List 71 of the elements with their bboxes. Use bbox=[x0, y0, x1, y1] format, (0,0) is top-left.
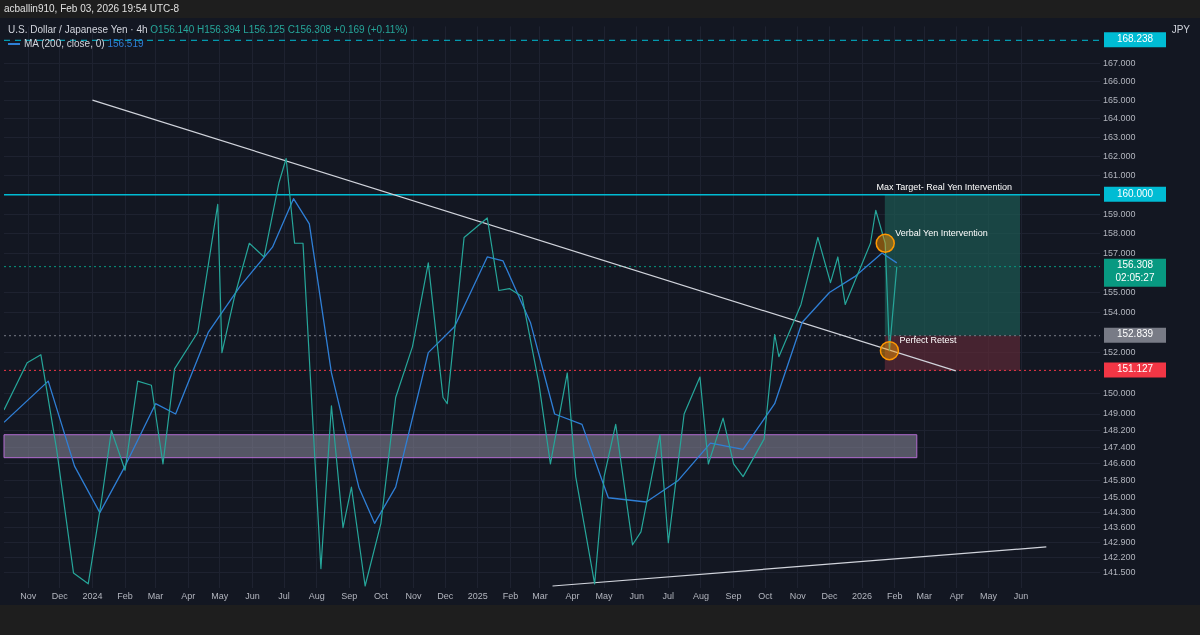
annotation: Verbal Yen Intervention bbox=[895, 227, 988, 238]
y-tick-label: 146.600 bbox=[1103, 458, 1136, 469]
y-tick-label: 164.000 bbox=[1103, 113, 1136, 124]
y-tick-label: 158.000 bbox=[1103, 228, 1136, 238]
y-tick-label: 152.000 bbox=[1103, 347, 1136, 358]
x-tick-label: May bbox=[211, 591, 229, 602]
y-tick-label: 154.000 bbox=[1103, 306, 1136, 317]
y-tick-label: 141.500 bbox=[1103, 567, 1136, 578]
x-tick-label: Aug bbox=[692, 591, 709, 602]
x-tick-label: Oct bbox=[758, 591, 773, 602]
text: acballin910, Feb 03, 2026 19:54 UTC-8 bbox=[0, 0, 1200, 18]
chart-title: U.S. Dollar / Japanese Yen · 4h bbox=[8, 24, 148, 35]
y-tick-label: 148.200 bbox=[1103, 425, 1136, 436]
x-tick-label: Sep bbox=[341, 591, 358, 602]
x-tick-label: Apr bbox=[949, 591, 964, 602]
x-tick-label: Apr bbox=[565, 591, 580, 602]
ref-line-label: 156.308 02:05:27 bbox=[1115, 259, 1155, 284]
x-tick-label: Dec bbox=[51, 591, 69, 602]
x-tick-label: Dec bbox=[437, 591, 454, 602]
x-tick-label: Feb bbox=[117, 591, 133, 602]
y-tick-label: 145.000 bbox=[1103, 492, 1136, 503]
x-tick-label: 2026 bbox=[852, 591, 873, 602]
x-tick-label: May bbox=[595, 591, 614, 602]
annotation: 156.519 bbox=[107, 38, 144, 49]
text: JPY bbox=[1171, 24, 1190, 35]
y-tick-label: 159.000 bbox=[1103, 208, 1136, 219]
ref-line-label: 168.238 bbox=[1116, 33, 1154, 45]
ref-line-label: 151.127 bbox=[1116, 363, 1154, 375]
x-tick-label: Mar bbox=[532, 591, 548, 602]
y-tick-label: 150.000 bbox=[1103, 387, 1136, 398]
x-tick-label: Nov bbox=[405, 591, 423, 602]
y-tick-label: 145.800 bbox=[1103, 475, 1136, 486]
x-tick-label: Jun bbox=[1013, 591, 1029, 602]
chart-subtitle: O156.140 H156.394 L156.125 C156.308 +0.169 (+0.11%) bbox=[150, 24, 408, 35]
y-tick-label: 149.000 bbox=[1103, 408, 1136, 419]
x-tick-label: Oct bbox=[373, 591, 389, 602]
y-tick-label: 142.200 bbox=[1103, 552, 1136, 563]
y-tick-label: 143.600 bbox=[1103, 522, 1136, 533]
x-tick-label: Mar bbox=[916, 591, 932, 602]
x-tick-label: Apr bbox=[181, 591, 196, 602]
x-tick-label: Nov bbox=[20, 591, 37, 602]
x-tick-label: Mar bbox=[147, 591, 164, 602]
x-tick-label: Nov bbox=[789, 591, 807, 602]
x-tick-label: Sep bbox=[725, 591, 742, 602]
x-tick-label: Jul bbox=[278, 591, 290, 602]
annotation: Perfect Retest bbox=[899, 335, 957, 346]
y-tick-label: 161.000 bbox=[1103, 170, 1136, 181]
x-tick-label: 2025 bbox=[467, 591, 488, 602]
ref-line-label: 152.839 bbox=[1116, 328, 1154, 340]
y-tick-label: 155.000 bbox=[1103, 287, 1136, 297]
y-tick-label: 162.000 bbox=[1103, 151, 1136, 162]
x-tick-label: 2024 bbox=[82, 591, 103, 602]
x-tick-label: Feb bbox=[502, 591, 519, 602]
y-tick-label: 163.000 bbox=[1103, 132, 1136, 143]
y-tick-label: 166.000 bbox=[1103, 76, 1136, 86]
y-tick-label: 165.000 bbox=[1103, 94, 1136, 105]
legend-label: MA (200, close, 0) bbox=[24, 38, 105, 49]
x-tick-label: Jul bbox=[662, 591, 675, 602]
x-tick-label: Feb bbox=[886, 591, 903, 602]
y-tick-label: 144.300 bbox=[1103, 507, 1136, 518]
x-tick-label: Jun bbox=[629, 591, 645, 602]
x-tick-label: Jun bbox=[245, 591, 260, 602]
y-tick-label: 142.900 bbox=[1103, 537, 1136, 548]
ref-line-label: 160.000 bbox=[1116, 187, 1154, 199]
y-tick-label: 167.000 bbox=[1103, 57, 1136, 68]
y-tick-label: 157.000 bbox=[1103, 247, 1136, 258]
x-tick-label: May bbox=[979, 591, 998, 602]
annotation: Max Target- Real Yen Intervention bbox=[876, 181, 1012, 192]
y-tick-label: 147.400 bbox=[1103, 441, 1136, 452]
x-tick-label: Dec bbox=[821, 591, 838, 602]
x-tick-label: Aug bbox=[308, 591, 325, 602]
